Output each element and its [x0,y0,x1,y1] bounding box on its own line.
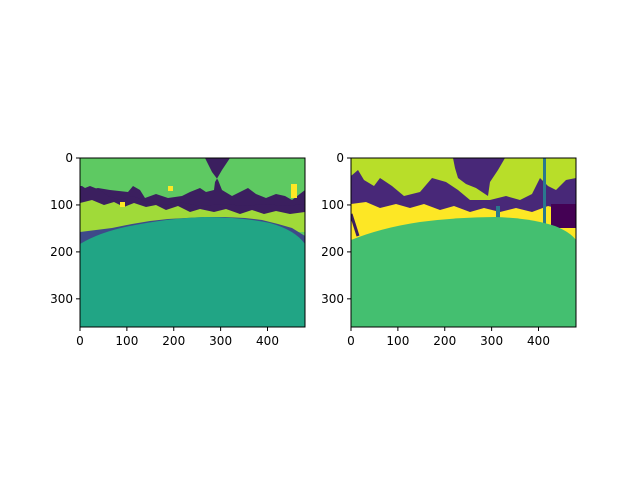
right-tree-region-2 [351,170,576,218]
left-image [80,158,305,327]
right-tree-region [453,158,505,196]
left-x-tick-label: 100 [115,334,138,348]
left-y-tick-label: 200 [50,245,73,259]
left-x-tick-label: 400 [256,334,279,348]
left-y-tick-label: 0 [65,151,73,165]
right-y-tick-label: 0 [336,151,344,165]
left-tree-region [80,158,305,210]
right-x-tick-label: 0 [347,334,355,348]
right-pole [543,158,546,230]
right-x-tick-label: 200 [433,334,456,348]
left-axes-frame [79,157,306,328]
right-heatmap-panel: 0 100 200 300 400 0 100 200 300 [321,151,577,348]
left-yellow-spot-3 [120,202,125,207]
right-x-tick-label: 100 [386,334,409,348]
right-y-tick-label: 300 [321,292,344,306]
right-pole-2 [496,206,500,220]
right-object-maroon [551,204,576,228]
left-y-tick-label: 100 [50,198,73,212]
left-road-region [80,217,305,327]
left-x-tick-label: 200 [162,334,185,348]
right-axes-frame [350,157,577,328]
left-yellow-spot-1 [168,186,173,191]
right-dark-pole-left [351,213,360,237]
left-y-tick-label: 300 [50,292,73,306]
right-image [351,158,576,327]
right-y-tick-label: 100 [321,198,344,212]
left-x-tick-label: 0 [76,334,84,348]
right-road-region [351,217,576,327]
right-y-tick-label: 200 [321,245,344,259]
left-heatmap-panel: 0 100 200 300 400 0 100 200 300 [50,151,306,348]
left-x-tick-label: 300 [209,334,232,348]
left-yellow-spot-2 [291,184,297,198]
right-x-tick-label: 400 [527,334,550,348]
left-ticks: 0 100 200 300 400 0 100 200 300 [50,151,279,348]
right-ticks: 0 100 200 300 400 0 100 200 300 [321,151,550,348]
right-x-tick-label: 300 [480,334,503,348]
